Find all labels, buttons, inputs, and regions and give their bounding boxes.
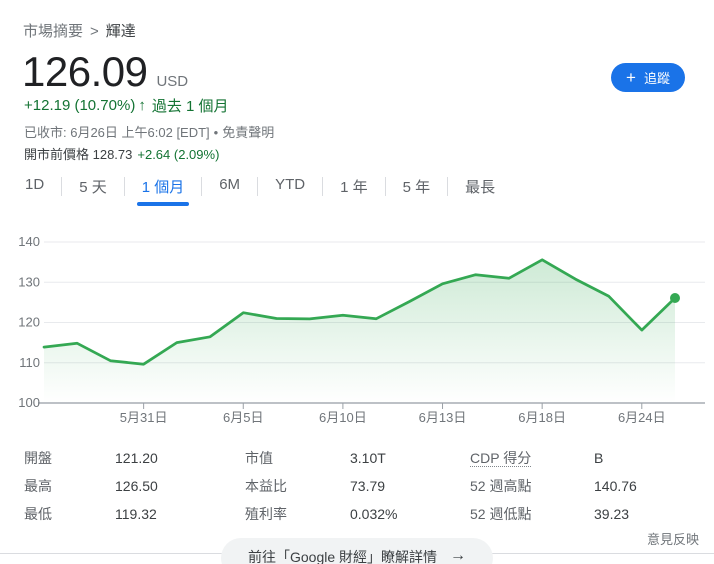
svg-text:120: 120 [18, 315, 40, 330]
feedback-link[interactable]: 意見反映 [646, 532, 699, 547]
premarket-line: 開市前價格 128.73 +2.64 (2.09%) [24, 144, 219, 163]
price-currency: USD [156, 73, 189, 90]
follow-button[interactable]: + 追蹤 [611, 63, 685, 92]
stat-label: 52 週低點 [470, 506, 532, 522]
stats-column-2: 市值 3.10T 本益比 73.79 殖利率 0.032% [245, 444, 455, 528]
breadcrumb: 市場摘要 > 輝達 [23, 20, 136, 41]
stock-price-chart[interactable]: 100 110 120 130 140 5月31日 6月5日 6月10日 6月13日 6月18日 6… [0, 230, 714, 430]
stat-label: 最高 [24, 478, 52, 494]
stats-column-3: CDP 得分 B 52 週高點 140.76 52 週低點 39.23 [470, 444, 700, 528]
svg-text:110: 110 [19, 355, 40, 370]
stat-value: 119.32 [115, 506, 157, 522]
cdp-link-wrap: CDP 得分 [470, 448, 594, 468]
stat-value: 3.10T [350, 450, 386, 466]
stat-label: 本益比 [245, 478, 287, 494]
stat-value: 73.79 [350, 478, 386, 494]
stat-label: 殖利率 [245, 506, 287, 522]
google-finance-cta[interactable]: 前往「Google 財經」瞭解詳情 → [220, 538, 494, 564]
tab-divider [447, 177, 449, 196]
svg-text:140: 140 [18, 234, 40, 249]
stat-row-low: 最低 119.32 [24, 500, 229, 528]
tab-5d[interactable]: 5 天 [79, 179, 107, 196]
tab-ytd[interactable]: YTD [275, 176, 306, 193]
svg-text:100: 100 [18, 395, 40, 410]
svg-text:6月18日: 6月18日 [518, 410, 566, 425]
stat-row-high: 最高 126.50 [24, 472, 229, 500]
change-period: 過去 1 個月 [151, 98, 229, 115]
tab-6m[interactable]: 6M [219, 176, 241, 193]
follow-button-label: 追蹤 [643, 71, 670, 86]
stat-row-market-cap: 市值 3.10T [245, 444, 455, 472]
tab-1m-active[interactable]: 1 個月 [136, 170, 189, 206]
stat-row-pe-ratio: 本益比 73.79 [245, 472, 455, 500]
market-closed-text: 已收市: 6月26日 上午6:02 [EDT] [24, 125, 210, 140]
stat-value: 126.50 [115, 478, 158, 494]
stat-label: 市值 [245, 450, 273, 466]
stat-value: 140.76 [594, 478, 637, 494]
cta-label: 前往「Google 財經」瞭解詳情 [247, 549, 438, 564]
svg-text:6月5日: 6月5日 [223, 410, 263, 425]
bullet-separator: • [213, 125, 219, 140]
premarket-change: +2.64 (2.09%) [137, 147, 220, 162]
breadcrumb-separator: > [90, 23, 99, 40]
cdp-score-link[interactable]: CDP 得分 [470, 450, 532, 467]
plus-icon: + [626, 68, 636, 87]
tab-divider [384, 177, 386, 196]
svg-text:6月24日: 6月24日 [618, 410, 666, 425]
svg-text:5月31日: 5月31日 [120, 410, 168, 425]
stat-label: 開盤 [24, 450, 52, 466]
stat-row-cdp-score: CDP 得分 B [470, 444, 700, 472]
premarket-price: 開市前價格 128.73 [24, 147, 133, 162]
arrow-up-icon: ↑ [138, 97, 146, 114]
breadcrumb-current-stock: 輝達 [105, 23, 136, 40]
stat-row-dividend-yield: 殖利率 0.032% [245, 500, 455, 528]
stat-row-open: 開盤 121.20 [24, 444, 229, 472]
svg-text:6月13日: 6月13日 [419, 410, 467, 425]
tab-divider [257, 177, 259, 196]
stats-column-1: 開盤 121.20 最高 126.50 最低 119.32 [24, 444, 229, 528]
market-status-line: 已收市: 6月26日 上午6:02 [EDT] • 免責聲明 [24, 122, 274, 141]
tab-divider [123, 177, 125, 196]
stat-label: 最低 [24, 506, 52, 522]
tab-max[interactable]: 最長 [465, 179, 496, 196]
stat-value: 0.032% [350, 506, 398, 522]
price-change-row: +12.19 (10.70%) ↑ 過去 1 個月 [24, 95, 229, 116]
tab-1d[interactable]: 1D [25, 176, 45, 193]
stat-value: B [594, 450, 604, 466]
stat-value: 121.20 [115, 450, 158, 466]
tab-divider [201, 177, 203, 196]
price-block: 126.09 USD [22, 48, 188, 96]
time-range-tabs: 1D 5 天 1 個月 6M YTD 1 年 5 年 最長 [24, 170, 512, 206]
price-value: 126.09 [22, 48, 148, 95]
breadcrumb-market-summary[interactable]: 市場摘要 [23, 23, 84, 40]
tab-5y[interactable]: 5 年 [402, 179, 431, 196]
tab-divider [61, 177, 63, 196]
stat-value: 39.23 [594, 506, 630, 522]
svg-text:6月10日: 6月10日 [319, 410, 367, 425]
stat-row-52wk-high: 52 週高點 140.76 [470, 472, 700, 500]
stat-label: 52 週高點 [470, 478, 532, 494]
tab-1y[interactable]: 1 年 [340, 179, 368, 196]
tab-divider [322, 177, 324, 196]
change-amount: +12.19 (10.70%) [24, 97, 136, 114]
disclaimer-link[interactable]: 免責聲明 [222, 125, 275, 140]
svg-text:130: 130 [18, 274, 40, 289]
stat-row-52wk-low: 52 週低點 39.23 [470, 500, 700, 528]
arrow-right-icon: → [450, 547, 467, 564]
stats-table: 開盤 121.20 最高 126.50 最低 119.32 市值 3.10T 本… [24, 444, 700, 530]
